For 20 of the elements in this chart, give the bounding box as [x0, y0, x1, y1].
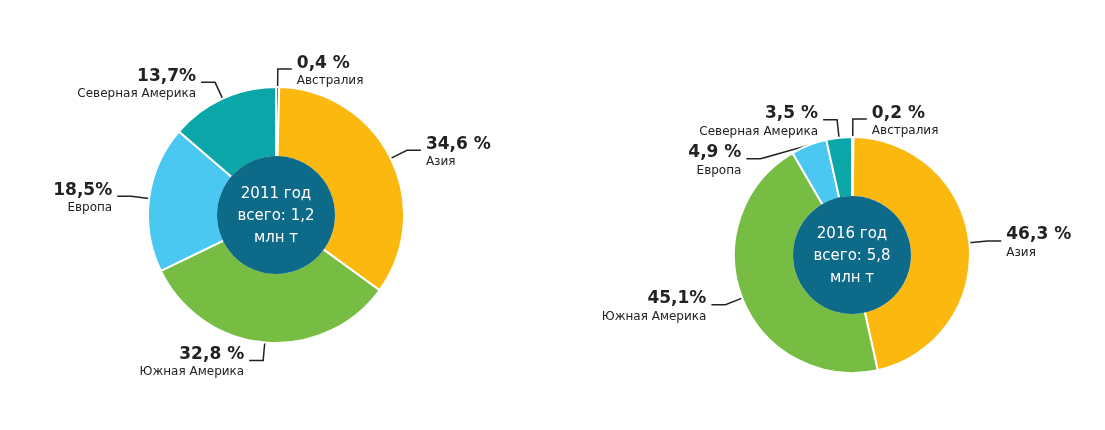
data-label: 32,8 %	[179, 342, 245, 363]
data-label: 3,5 %	[765, 102, 819, 123]
data-label: 18,5%	[53, 178, 113, 199]
slice-label: Азия	[425, 154, 456, 169]
data-label: 0,4 %	[296, 51, 350, 72]
slice-label: Австралия	[871, 123, 939, 137]
data-label: 13,7%	[137, 64, 197, 85]
slice-label: Северная Америка	[77, 86, 197, 101]
data-label: 45,1%	[647, 287, 707, 308]
slice-label: Австралия	[296, 73, 364, 88]
slice-label: Азия	[1006, 244, 1036, 259]
slice-label: Европа	[67, 200, 113, 215]
data-label: 4,9 %	[688, 141, 742, 162]
slice-label: Северная Америка	[699, 123, 819, 138]
data-label: 46,3 %	[1006, 223, 1072, 244]
slice-label: Европа	[696, 162, 742, 177]
data-label: 0,2 %	[871, 101, 925, 122]
slice-label: Южная Америка	[139, 364, 245, 379]
slice-label: Южная Америка	[601, 308, 707, 323]
data-label: 34,6 %	[425, 132, 491, 153]
